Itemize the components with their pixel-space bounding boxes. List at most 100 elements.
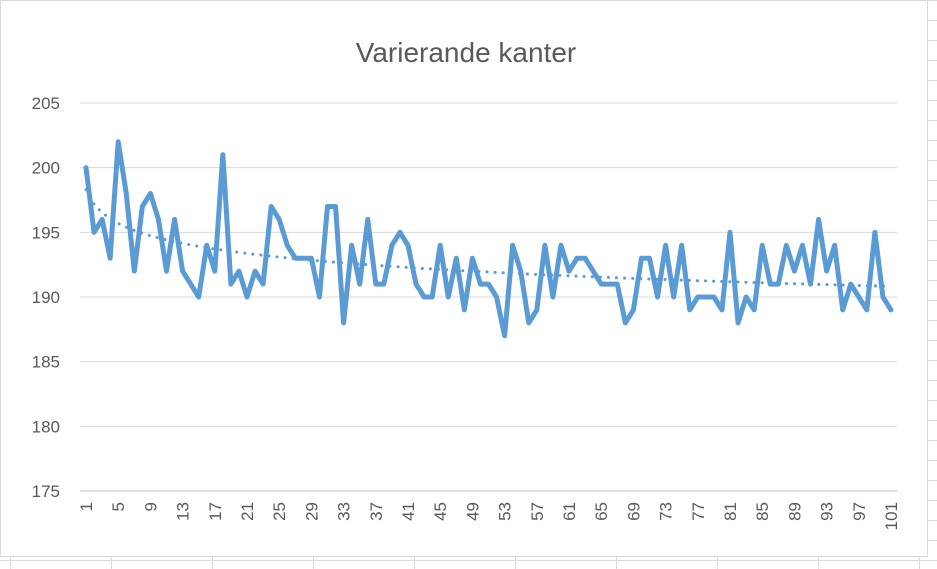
data-point[interactable] [132,269,137,274]
data-point[interactable] [534,307,539,312]
data-point[interactable] [872,230,877,235]
data-point[interactable] [832,243,837,248]
data-point[interactable] [567,269,572,274]
data-point[interactable] [679,243,684,248]
data-point[interactable] [285,243,290,248]
data-point[interactable] [889,307,894,312]
data-point[interactable] [100,217,105,222]
data-point[interactable] [365,217,370,222]
data-point[interactable] [389,243,394,248]
data-point[interactable] [212,269,217,274]
data-point[interactable] [422,295,427,300]
data-point[interactable] [220,152,225,157]
data-point[interactable] [172,217,177,222]
x-tick-label: 25 [270,502,289,521]
data-point[interactable] [502,333,507,338]
series-line-kanter[interactable] [83,139,894,339]
data-point[interactable] [454,256,459,261]
data-point[interactable] [784,243,789,248]
data-point[interactable] [349,243,354,248]
data-point[interactable] [397,230,402,235]
x-axis-tick-labels: 1 5 9 13 17 21 25 29 33 37 41 45 49 53 57 61 65 69 73 77 81 8… [77,502,901,530]
data-point[interactable] [599,282,604,287]
data-point[interactable] [719,307,724,312]
data-point[interactable] [446,295,451,300]
data-point[interactable] [156,217,161,222]
data-point[interactable] [430,295,435,300]
data-point[interactable] [317,295,322,300]
data-point[interactable] [269,204,274,209]
data-point[interactable] [438,243,443,248]
data-point[interactable] [253,269,258,274]
data-point[interactable] [494,295,499,300]
gridlines [80,102,897,492]
data-point[interactable] [414,282,419,287]
data-point[interactable] [736,320,741,325]
data-point[interactable] [880,295,885,300]
data-point[interactable] [760,243,765,248]
data-point[interactable] [663,243,668,248]
data-point[interactable] [478,282,483,287]
data-point[interactable] [591,269,596,274]
data-point[interactable] [824,269,829,274]
data-point[interactable] [800,243,805,248]
x-tick-label: 57 [528,502,547,521]
data-point[interactable] [583,256,588,261]
data-point[interactable] [381,282,386,287]
data-point[interactable] [631,307,636,312]
data-point[interactable] [744,295,749,300]
data-point[interactable] [752,307,757,312]
data-point[interactable] [333,204,338,209]
data-point[interactable] [510,243,515,248]
data-point[interactable] [92,230,97,235]
data-point[interactable] [542,243,547,248]
data-point[interactable] [703,295,708,300]
data-point[interactable] [357,282,362,287]
data-point[interactable] [116,139,121,144]
data-point[interactable] [228,282,233,287]
chart-area[interactable] [0,0,928,557]
data-point[interactable] [148,191,153,196]
data-point[interactable] [607,282,612,287]
data-point[interactable] [526,320,531,325]
trendline-dotted[interactable] [84,188,893,288]
data-point[interactable] [180,269,185,274]
data-point[interactable] [373,282,378,287]
data-point[interactable] [406,243,411,248]
data-point[interactable] [124,191,129,196]
data-point[interactable] [615,282,620,287]
data-point[interactable] [623,320,628,325]
data-point[interactable] [550,295,555,300]
data-point[interactable] [816,217,821,222]
data-point[interactable] [671,295,676,300]
data-point[interactable] [792,269,797,274]
data-point[interactable] [140,204,145,209]
data-point[interactable] [864,307,869,312]
data-point[interactable] [462,307,467,312]
data-point[interactable] [164,269,169,274]
data-point[interactable] [188,282,193,287]
data-point[interactable] [261,282,266,287]
data-point[interactable] [856,295,861,300]
data-point[interactable] [277,217,282,222]
data-point[interactable] [341,320,346,325]
data-point[interactable] [325,204,330,209]
data-point[interactable] [245,295,250,300]
data-point[interactable] [236,269,241,274]
data-point[interactable] [695,295,700,300]
data-point[interactable] [575,256,580,261]
data-point[interactable] [647,256,652,261]
data-point[interactable] [840,307,845,312]
data-point[interactable] [558,243,563,248]
data-point[interactable] [84,165,89,170]
data-point[interactable] [108,256,113,261]
data-point[interactable] [639,256,644,261]
data-point[interactable] [687,307,692,312]
data-point[interactable] [711,295,716,300]
x-tick-label: 93 [818,502,837,521]
data-point[interactable] [728,230,733,235]
data-point[interactable] [486,282,491,287]
data-point[interactable] [196,295,201,300]
data-point[interactable] [470,256,475,261]
data-point[interactable] [655,295,660,300]
